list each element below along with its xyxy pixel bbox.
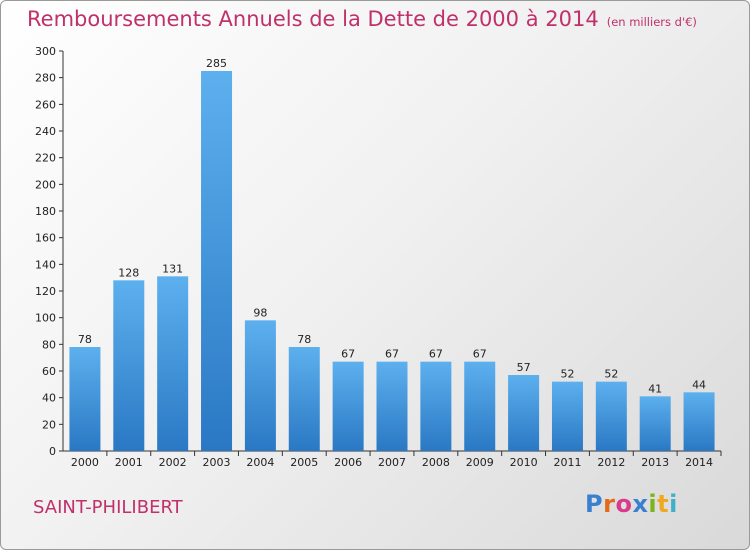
bar [201, 71, 233, 451]
bar [69, 347, 101, 451]
bar [595, 381, 627, 451]
y-tick-label: 220 [35, 152, 56, 165]
bar-value-label: 52 [560, 368, 574, 381]
commune-name: SAINT-PHILIBERT [33, 497, 183, 518]
x-tick-label: 2012 [597, 456, 625, 469]
bar-value-label: 78 [297, 333, 311, 346]
logo-letter: t [657, 490, 670, 518]
y-tick-label: 20 [42, 418, 56, 431]
logo-letter: o [615, 490, 633, 518]
bar-value-label: 67 [429, 348, 443, 361]
y-tick-label: 0 [49, 445, 56, 458]
logo-letter: P [585, 490, 604, 518]
y-tick-label: 100 [35, 312, 56, 325]
bar [551, 381, 583, 451]
y-tick-label: 160 [35, 232, 56, 245]
bar-value-label: 67 [341, 348, 355, 361]
y-tick-label: 60 [42, 365, 56, 378]
x-tick-label: 2014 [685, 456, 713, 469]
unit-note: (en milliers d'€) [606, 15, 697, 29]
y-tick-label: 240 [35, 125, 56, 138]
bar [288, 347, 320, 451]
chart-title: Remboursements Annuels de la Dette de 20… [27, 7, 697, 31]
bar-value-label: 128 [118, 266, 139, 279]
x-tick-label: 2007 [378, 456, 406, 469]
y-tick-label: 260 [35, 98, 56, 111]
logo-letter: i [669, 490, 678, 518]
bar [420, 361, 452, 451]
bar-value-label: 44 [692, 378, 706, 391]
bar [244, 320, 276, 451]
logo-letter: x [632, 490, 649, 518]
x-tick-label: 2005 [290, 456, 318, 469]
x-tick-label: 2009 [466, 456, 494, 469]
x-tick-label: 2001 [115, 456, 143, 469]
title-text: Remboursements Annuels de la Dette de 20… [27, 7, 599, 31]
bar-value-label: 131 [162, 262, 183, 275]
y-tick-label: 40 [42, 392, 56, 405]
x-tick-label: 2006 [334, 456, 362, 469]
bar-value-label: 67 [385, 348, 399, 361]
bar [332, 361, 364, 451]
y-tick-label: 300 [35, 45, 56, 58]
x-tick-label: 2013 [641, 456, 669, 469]
x-tick-label: 2000 [71, 456, 99, 469]
y-tick-label: 200 [35, 178, 56, 191]
y-tick-label: 180 [35, 205, 56, 218]
y-tick-label: 80 [42, 338, 56, 351]
x-tick-label: 2004 [246, 456, 274, 469]
bar-value-label: 78 [78, 333, 92, 346]
bar [464, 361, 496, 451]
bar-value-label: 41 [648, 382, 662, 395]
x-tick-label: 2002 [159, 456, 187, 469]
bar [639, 396, 671, 451]
y-tick-label: 280 [35, 72, 56, 85]
proxiti-logo: Proxiti [585, 490, 678, 518]
bar [376, 361, 408, 451]
x-tick-label: 2003 [203, 456, 231, 469]
bar [113, 280, 145, 451]
logo-letter: i [648, 490, 658, 518]
x-tick-label: 2011 [553, 456, 581, 469]
bar-value-label: 98 [253, 306, 267, 319]
y-tick-label: 120 [35, 285, 56, 298]
bar-value-label: 285 [206, 57, 227, 70]
bar-value-label: 67 [473, 348, 487, 361]
x-tick-label: 2010 [510, 456, 538, 469]
bar [508, 375, 540, 451]
bar [683, 392, 715, 451]
x-tick-label: 2008 [422, 456, 450, 469]
logo-letter: r [603, 490, 616, 518]
y-tick-label: 140 [35, 258, 56, 271]
bar [157, 276, 189, 451]
bar-value-label: 52 [604, 368, 618, 381]
bar-value-label: 57 [517, 361, 531, 374]
